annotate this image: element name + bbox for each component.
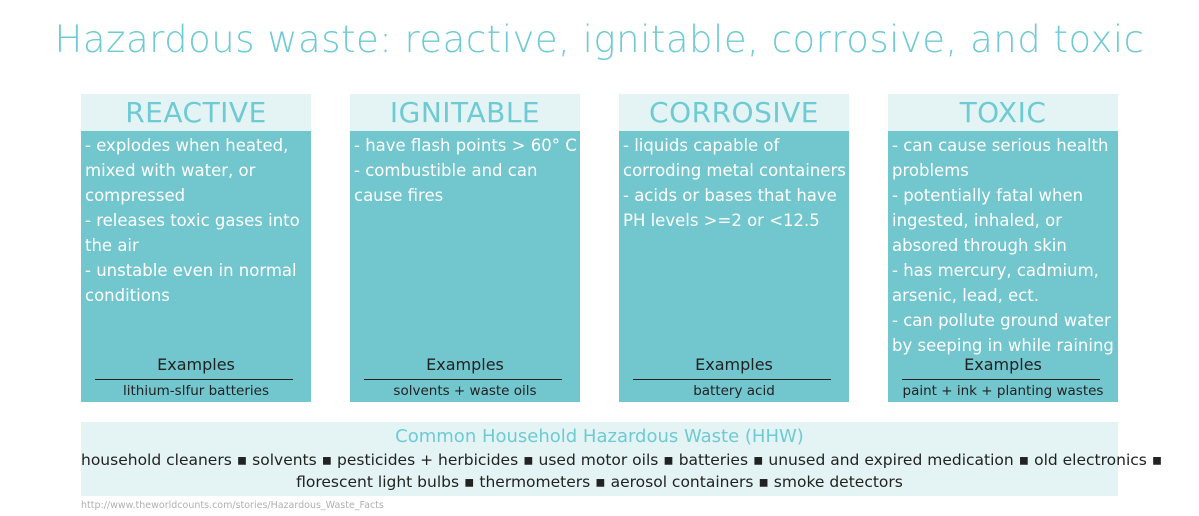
hhw-list-line: household cleaners ▪ solvents ▪ pesticid… (81, 451, 1163, 469)
description-line: - unstable even in normal (85, 261, 297, 280)
description-line: ingested, inhaled, or (892, 211, 1063, 230)
description-line: absored through skin (892, 236, 1067, 255)
page-title: Hazardous waste: reactive, ignitable, co… (54, 18, 1145, 61)
examples-label: Examples (426, 355, 504, 374)
description-line: the air (85, 236, 139, 255)
card-header: IGNITABLE (350, 94, 580, 131)
description-line: by seeping in while raining (892, 336, 1114, 355)
card-ignitable: IGNITABLE - have flash points > 60° C - … (350, 94, 580, 402)
description-line: - liquids capable of (623, 136, 780, 155)
source-link[interactable]: http://www.theworldcounts.com/stories/Ha… (81, 500, 384, 511)
example-text: paint + ink + planting wastes (902, 383, 1104, 399)
description-line: - releases toxic gases into (85, 211, 300, 230)
description-line: mixed with water, or (85, 161, 256, 180)
examples-label: Examples (157, 355, 235, 374)
card-corrosive: CORROSIVE - liquids capable of corroding… (619, 94, 849, 402)
description-line: PH levels >=2 or <12.5 (623, 211, 820, 230)
description-line: - explodes when heated, (85, 136, 289, 155)
divider (633, 379, 831, 380)
hhw-list-line: florescent light bulbs ▪ thermometers ▪ … (296, 473, 903, 491)
hhw-panel: Common Household Hazardous Waste (HHW) h… (81, 422, 1163, 496)
description-line: - can cause serious health (892, 136, 1109, 155)
examples-label: Examples (695, 355, 773, 374)
card-description: - explodes when heated, mixed with water… (81, 131, 311, 351)
description-line: - combustible and can (354, 161, 538, 180)
description-line: - have flash points > 60° C (354, 136, 577, 155)
description-line: - can pollute ground water (892, 311, 1111, 330)
description-line: cause fires (354, 186, 444, 205)
description-line: - potentially fatal when (892, 186, 1084, 205)
card-description: - can cause serious health problems - po… (888, 131, 1118, 361)
description-line: compressed (85, 186, 186, 205)
example-text: lithium-slfur batteries (123, 383, 269, 399)
divider (364, 379, 562, 380)
description-line: - acids or bases that have (623, 186, 837, 205)
description-line: conditions (85, 286, 170, 305)
card-header: REACTIVE (81, 94, 311, 131)
card-toxic: TOXIC - can cause serious health problem… (888, 94, 1118, 402)
description-line: arsenic, lead, ect. (892, 286, 1039, 305)
example-text: solvents + waste oils (393, 383, 537, 399)
divider (95, 379, 293, 380)
example-text: battery acid (693, 383, 775, 399)
card-description: - liquids capable of corroding metal con… (619, 131, 849, 351)
examples-label: Examples (964, 355, 1042, 374)
description-line: problems (892, 161, 969, 180)
card-reactive: REACTIVE - explodes when heated, mixed w… (81, 94, 311, 402)
divider (902, 379, 1100, 380)
card-description: - have flash points > 60° C - combustibl… (350, 131, 580, 351)
hhw-title: Common Household Hazardous Waste (HHW) (395, 426, 804, 447)
description-line: corroding metal containers (623, 161, 846, 180)
card-header: CORROSIVE (619, 94, 849, 131)
card-header: TOXIC (888, 94, 1118, 131)
description-line: - has mercury, cadmium, (892, 261, 1099, 280)
